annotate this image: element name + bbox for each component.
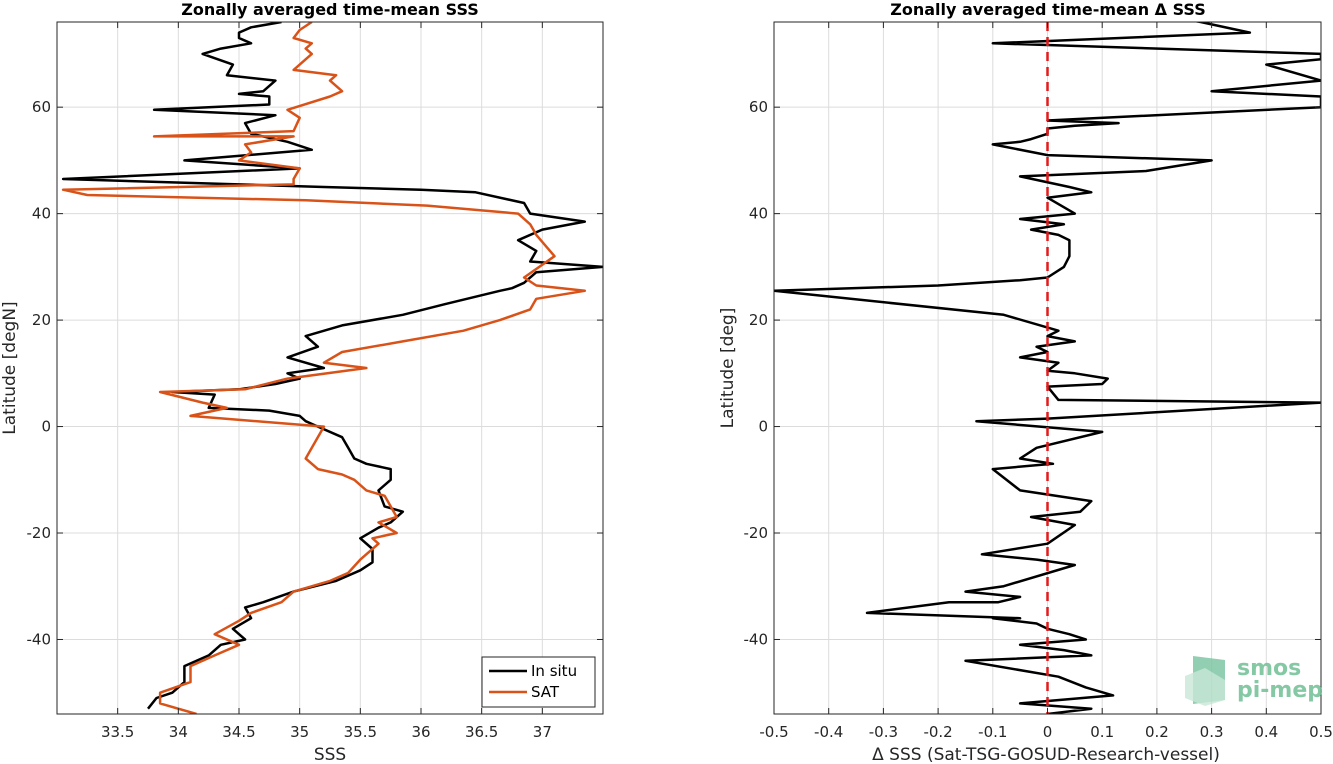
left-series-line-sat: [61, 22, 587, 714]
left-y-tick-label: 60: [32, 98, 51, 116]
right-ticks: -0.5 -0.4 -0.3 -0.2 -0.1 0 0.1 0.2 0.3 0.4 0.5 -40 -…: [744, 22, 1333, 741]
left-ticks: 33.5 34 34.5 35 35.5 36 36.5 37 -40 -20 0 20 40 60: [27, 22, 603, 741]
left-chart-title: Zonally averaged time-mean SSS: [181, 0, 479, 19]
left-y-tick-label: 40: [32, 205, 51, 223]
right-y-axis-label: Latitude [deg]: [718, 308, 738, 429]
left-y-tick-label: -20: [27, 524, 52, 542]
left-x-tick-label: 36.5: [465, 723, 498, 741]
left-axes: 33.5 34 34.5 35 35.5 36 36.5 37 -40 -20 0 20 40 60 Zo…: [0, 0, 604, 764]
left-y-tick-label: -40: [27, 630, 52, 648]
right-x-tick-label: -0.5: [759, 723, 788, 741]
right-x-tick-label: 0.2: [1145, 723, 1169, 741]
smos-pi-mep-logo: smos pi-mep: [1185, 656, 1323, 706]
right-x-axis-label: Δ SSS (Sat-TSG-GOSUD-Research-vessel): [872, 745, 1220, 764]
logo-text-smos: smos: [1237, 656, 1301, 681]
left-plot-frame: [57, 22, 603, 714]
left-x-tick-label: 35.5: [344, 723, 377, 741]
legend-label-in-situ: In situ: [531, 662, 577, 680]
right-axes: -0.5 -0.4 -0.3 -0.2 -0.1 0 0.1 0.2 0.3 0.4 0.5 -40 -…: [718, 0, 1333, 764]
right-chart-title: Zonally averaged time-mean Δ SSS: [890, 0, 1206, 19]
right-x-tick-label: -0.4: [814, 723, 843, 741]
logo-mark-wave: [1185, 668, 1225, 706]
left-x-tick-label: 37: [533, 723, 552, 741]
left-x-axis-label: SSS: [314, 745, 346, 764]
right-x-tick-label: 0: [1043, 723, 1053, 741]
right-y-tick-label: 60: [749, 98, 768, 116]
right-y-tick-label: -40: [744, 630, 769, 648]
left-x-tick-label: 34.5: [222, 723, 255, 741]
left-y-tick-label: 0: [41, 418, 51, 436]
right-x-tick-label: -0.2: [923, 723, 952, 741]
left-plot-border: [56, 21, 604, 715]
left-x-tick-label: 36: [411, 723, 430, 741]
left-y-tick-label: 20: [32, 311, 51, 329]
right-x-tick-label: -0.3: [869, 723, 898, 741]
right-y-tick-label: 20: [749, 311, 768, 329]
left-series: [61, 22, 603, 714]
left-x-tick-label: 33.5: [101, 723, 134, 741]
left-x-tick-label: 34: [169, 723, 188, 741]
right-y-tick-label: 40: [749, 205, 768, 223]
right-x-tick-label: 0.5: [1309, 723, 1333, 741]
right-y-tick-label: -20: [744, 524, 769, 542]
right-y-tick-label: 0: [758, 418, 768, 436]
left-x-tick-label: 35: [290, 723, 309, 741]
legend: In situ SAT: [481, 656, 596, 708]
left-y-axis-label: Latitude [degN]: [0, 301, 20, 434]
right-x-tick-label: 0.4: [1254, 723, 1278, 741]
right-x-tick-label: 0.3: [1200, 723, 1224, 741]
right-x-tick-label: -0.1: [978, 723, 1007, 741]
legend-label-sat: SAT: [531, 683, 560, 701]
legend-box: [481, 656, 596, 708]
logo-text-pi-mep: pi-mep: [1237, 678, 1323, 703]
left-series-line-in-situ: [61, 22, 603, 710]
right-x-tick-label: 0.1: [1090, 723, 1114, 741]
